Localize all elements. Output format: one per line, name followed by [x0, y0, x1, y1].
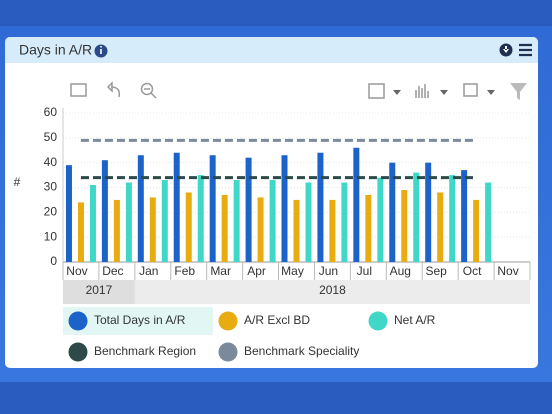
- y-tick-label: 10: [44, 229, 58, 243]
- bar: [65, 165, 72, 262]
- undo-icon[interactable]: [106, 81, 121, 98]
- x-tick-label: Dec: [102, 264, 123, 278]
- year-label: 2017: [86, 283, 113, 297]
- legend-swatch[interactable]: [68, 342, 88, 362]
- bar: [197, 175, 204, 262]
- y-tick-label: 30: [44, 180, 58, 194]
- x-tick-label: May: [281, 264, 304, 278]
- bar: [233, 180, 240, 262]
- bar: [449, 175, 456, 262]
- bar: [293, 199, 300, 262]
- x-tick-label: Jul: [357, 264, 372, 278]
- bottom-strip: [0, 382, 552, 414]
- download-arrow: [503, 46, 509, 53]
- legend-swatch[interactable]: [68, 311, 88, 331]
- bar: [149, 197, 156, 262]
- year-label: 2018: [319, 283, 346, 297]
- bar: [209, 155, 216, 262]
- x-tick-label: Jan: [139, 264, 158, 278]
- bar: [221, 194, 228, 262]
- y-tick-label: 50: [44, 130, 58, 144]
- x-tick-label: Jun: [319, 264, 338, 278]
- toolbar: [70, 81, 478, 99]
- legend-highlight: [63, 307, 213, 335]
- legend-label[interactable]: Benchmark Region: [94, 344, 196, 358]
- legend-swatch[interactable]: [368, 311, 388, 331]
- bar: [305, 182, 312, 262]
- legend-label[interactable]: Total Days in A/R: [94, 313, 186, 327]
- menu-icon[interactable]: [519, 43, 532, 57]
- top-strip: [0, 0, 552, 26]
- x-tick-label: Sep: [426, 264, 448, 278]
- x-tick-label: Oct: [463, 264, 482, 278]
- year-band: [63, 280, 135, 304]
- export-icon[interactable]: [463, 83, 478, 97]
- bar: [173, 152, 180, 262]
- calendar-icon[interactable]: [368, 83, 385, 99]
- y-tick-label: 20: [44, 205, 58, 219]
- legend-swatch[interactable]: [218, 311, 238, 331]
- legend-label[interactable]: A/R Excl BD: [244, 313, 310, 327]
- bar: [257, 197, 264, 262]
- bar: [161, 180, 168, 262]
- dropdown-carets: [393, 90, 495, 95]
- bar: [413, 172, 420, 262]
- y-tick-label: 60: [44, 105, 58, 119]
- bar: [137, 155, 144, 262]
- bar: [77, 202, 84, 262]
- x-tick-label: Nov: [497, 264, 518, 278]
- x-tick-label: Aug: [390, 264, 411, 278]
- bar: [401, 189, 408, 262]
- bar: [113, 199, 120, 262]
- info-icon-dot: [100, 45, 102, 48]
- bar: [353, 147, 360, 262]
- bar: [269, 180, 276, 262]
- filter-icon[interactable]: [510, 83, 527, 100]
- card-header: [5, 37, 538, 63]
- info-icon-mark: [100, 49, 102, 54]
- bar: [89, 185, 96, 262]
- x-tick-label: Feb: [174, 264, 195, 278]
- y-tick-label: 0: [50, 254, 57, 268]
- bar: [473, 199, 480, 262]
- bar: [245, 157, 252, 262]
- bar: [101, 160, 108, 262]
- legend-label[interactable]: Net A/R: [394, 313, 436, 327]
- bar: [485, 182, 492, 262]
- chart-type-icon[interactable]: [415, 84, 429, 98]
- x-tick-label: Apr: [247, 264, 266, 278]
- bar: [125, 182, 132, 262]
- bar: [461, 170, 468, 262]
- bar: [437, 192, 444, 262]
- bar: [281, 155, 288, 262]
- bar: [185, 192, 192, 262]
- x-tick-label: Nov: [66, 264, 87, 278]
- zoom-out-icon[interactable]: [140, 82, 154, 96]
- x-tick-label: Mar: [210, 264, 231, 278]
- legend-label[interactable]: Benchmark Speciality: [244, 344, 359, 358]
- y-tick-label: 40: [44, 155, 58, 169]
- y-axis-label: #: [14, 175, 21, 189]
- bar: [329, 199, 336, 262]
- bar: [377, 177, 384, 262]
- bar: [317, 152, 324, 262]
- bar: [341, 182, 348, 262]
- card-title: Days in A/R: [19, 42, 92, 58]
- bar: [365, 194, 372, 262]
- bar: [389, 162, 396, 262]
- expand-icon[interactable]: [70, 83, 87, 97]
- zoom-out-mark: [144, 88, 157, 99]
- bar: [425, 162, 432, 262]
- legend-swatch[interactable]: [218, 342, 238, 362]
- year-band: [134, 280, 530, 304]
